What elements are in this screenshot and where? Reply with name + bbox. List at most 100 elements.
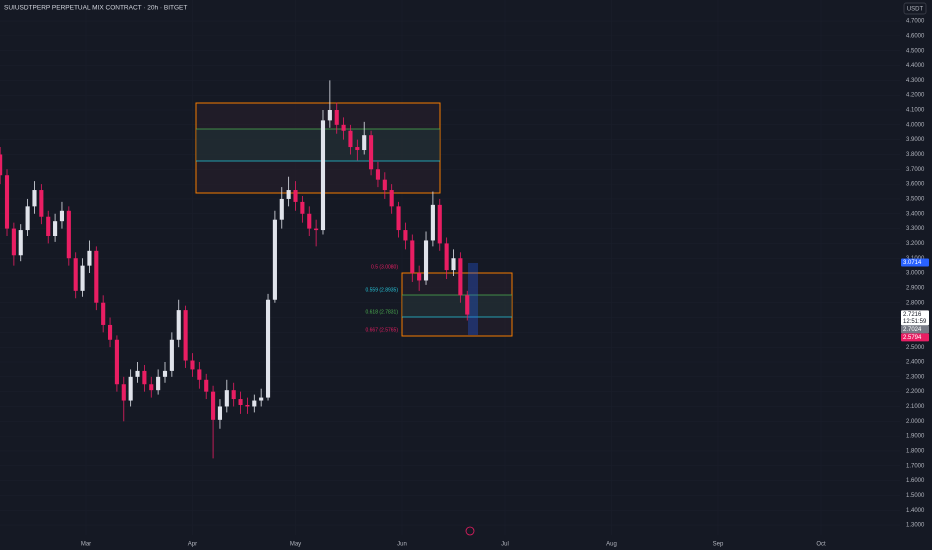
y-tick-label: 3.3000 [906, 226, 925, 232]
price-label-box [901, 333, 929, 342]
candle-body [190, 360, 195, 370]
currency-label: USDT [907, 7, 924, 13]
candle-body [300, 201, 305, 214]
candle-body [169, 339, 174, 371]
candle-body [369, 135, 374, 170]
candle-body [375, 169, 381, 180]
chart-title: SUIUSDTPERP PERPETUAL MIX CONTRACT · 20h… [4, 5, 187, 12]
candle-body [307, 213, 312, 229]
candle-body [53, 221, 58, 236]
candle-body [355, 147, 360, 151]
candle-body [46, 216, 51, 236]
candle-body [176, 310, 181, 340]
y-tick-label: 4.7000 [906, 19, 925, 25]
zone-box [401, 272, 513, 337]
candle-body [0, 154, 3, 176]
price-label-box [901, 258, 929, 267]
y-tick-label: 3.9000 [906, 137, 925, 143]
y-tick-label: 3.0000 [906, 271, 925, 277]
y-tick-label: 4.3000 [906, 78, 925, 84]
candle-body [286, 190, 291, 199]
candle-body [231, 390, 236, 400]
candle-body [396, 206, 401, 231]
candle-body [211, 391, 216, 420]
candle-body [430, 204, 435, 241]
candle-body [128, 376, 133, 401]
y-tick-label: 2.3000 [906, 374, 925, 380]
y-tick-label: 4.1000 [906, 108, 925, 114]
x-tick-label: Sep [713, 542, 724, 548]
candle-body [87, 250, 92, 266]
candle-body [272, 219, 277, 300]
y-tick-label: 1.8000 [906, 449, 925, 455]
y-tick-label: 2.0000 [906, 419, 925, 425]
y-tick-label: 2.8000 [906, 300, 925, 306]
candle-body [389, 190, 394, 207]
candle-body [238, 399, 243, 405]
x-tick-label: Jun [397, 542, 407, 548]
candle-body [245, 404, 250, 407]
candle-body [114, 339, 119, 385]
y-tick-label: 3.7000 [906, 167, 925, 173]
y-tick-label: 2.9000 [906, 285, 925, 291]
candle-body [18, 230, 23, 256]
candle-body [423, 240, 429, 281]
y-tick-label: 4.0000 [906, 122, 925, 128]
x-tick-label: Oct [816, 542, 826, 548]
candle-body [437, 204, 442, 244]
y-tick-label: 2.1000 [906, 404, 925, 410]
y-tick-label: 1.5000 [906, 493, 925, 499]
price-label: 2.7216 [903, 312, 922, 318]
candle-body [327, 109, 332, 121]
candle-body [341, 124, 346, 131]
candle-body [334, 109, 339, 125]
fib-label: 0.5 (3.0080) [371, 264, 398, 270]
candle-body [314, 228, 319, 231]
candle-body [80, 265, 85, 291]
y-tick-label: 3.8000 [906, 152, 925, 158]
candle-body [162, 370, 168, 377]
x-tick-label: Mar [81, 542, 91, 548]
candle-body [156, 376, 161, 391]
price-label-box [901, 310, 929, 326]
axes: 1.3000 1.4000 1.5000 1.6000 1.7000 1.8000 1.90… [81, 19, 929, 548]
y-tick-label: 1.9000 [906, 434, 925, 440]
candle-body [362, 135, 367, 151]
candle-body [204, 379, 209, 392]
zone-band [402, 295, 512, 317]
logo [465, 526, 475, 536]
candle-body [183, 310, 188, 361]
candle-body [403, 230, 408, 241]
candle-body [121, 384, 126, 401]
candle-body [107, 324, 113, 340]
candle-body [417, 273, 422, 281]
price-label: 3.0714 [903, 260, 922, 266]
candle-body [25, 206, 30, 231]
y-tick-label: 3.4000 [906, 211, 925, 217]
candle-body [259, 397, 264, 401]
candle-body [224, 390, 229, 407]
fib-label: 0.559 (2.8935) [365, 287, 398, 293]
candle-body [265, 299, 271, 398]
price-label: 2.5794 [903, 335, 922, 341]
grid [0, 0, 900, 535]
candle-body [197, 369, 202, 380]
candle-body [101, 302, 106, 325]
candle-body [59, 210, 65, 222]
candle-body [94, 250, 99, 303]
y-tick-label: 1.3000 [906, 523, 925, 529]
candle-body [32, 190, 37, 207]
candle-body [142, 370, 147, 385]
candle-body [451, 258, 456, 271]
y-tick-label: 4.6000 [906, 33, 925, 39]
candle-body [410, 240, 415, 274]
price-label-box [901, 325, 929, 334]
y-tick-label: 4.4000 [906, 63, 925, 69]
candle-body [444, 243, 449, 271]
candle-body [135, 370, 140, 377]
price-label: 2.7024 [903, 327, 922, 333]
x-tick-label: May [290, 542, 301, 548]
y-tick-label: 1.4000 [906, 508, 925, 514]
position-tool [468, 263, 478, 335]
